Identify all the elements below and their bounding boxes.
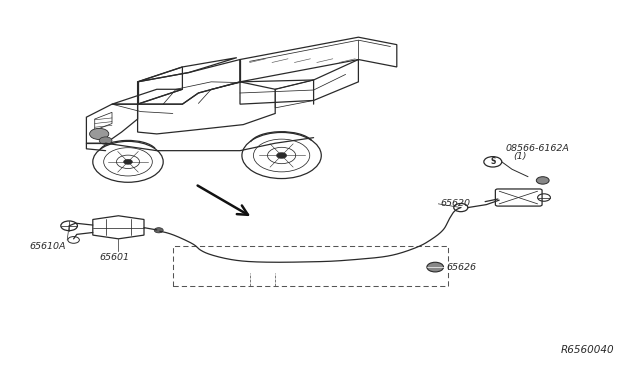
- Circle shape: [124, 159, 132, 164]
- Text: (1): (1): [513, 153, 527, 161]
- Circle shape: [90, 128, 109, 140]
- Circle shape: [154, 228, 163, 233]
- Circle shape: [427, 262, 444, 272]
- Text: 65620: 65620: [440, 199, 470, 208]
- Circle shape: [536, 177, 549, 184]
- Text: 65601: 65601: [99, 253, 129, 262]
- Bar: [173, 246, 448, 286]
- Text: S: S: [490, 157, 495, 166]
- Circle shape: [276, 153, 287, 158]
- Circle shape: [99, 137, 112, 144]
- Text: 08566-6162A: 08566-6162A: [506, 144, 570, 153]
- Text: 65626: 65626: [447, 263, 477, 272]
- Text: 65610A: 65610A: [29, 242, 67, 251]
- Text: R6560040: R6560040: [561, 345, 614, 355]
